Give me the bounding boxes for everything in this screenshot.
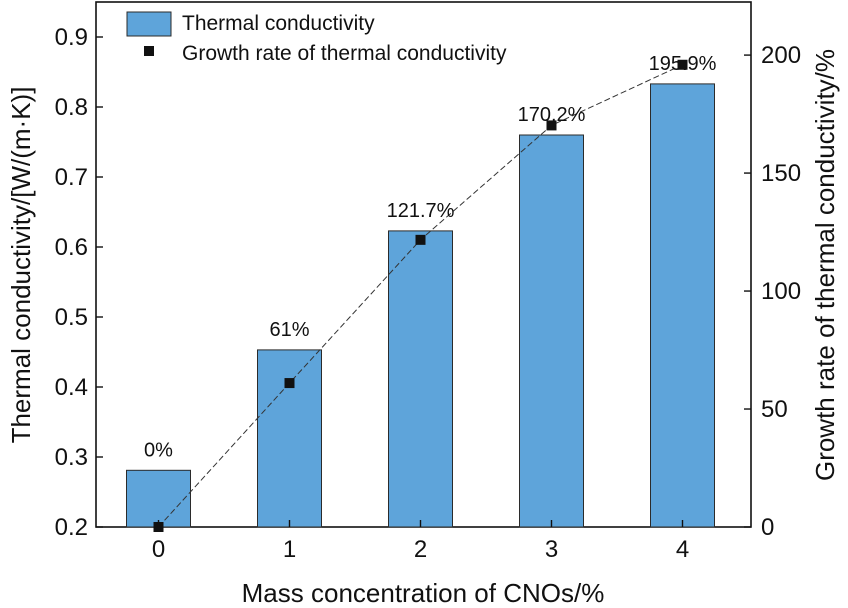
y-tick-label: 0.5 (55, 304, 88, 331)
bar (257, 349, 322, 528)
x-tick-label: 0 (152, 536, 165, 563)
bar (650, 83, 715, 528)
legend-bar-swatch (126, 11, 172, 37)
x-tick-label: 2 (414, 536, 427, 563)
y-tick-label: 0.3 (55, 444, 88, 471)
y2-tick-label: 50 (761, 396, 788, 423)
legend-bar-label: Thermal conductivity (182, 12, 375, 35)
x-axis: 0 1 2 3 4 (152, 520, 689, 563)
y2-tick-label: 150 (761, 160, 801, 187)
legend-marker-swatch (144, 46, 154, 56)
bar (126, 469, 191, 528)
y-tick-label: 0.7 (55, 164, 88, 191)
y2-tick-label: 100 (761, 278, 801, 305)
y2-tick-label: 0 (761, 514, 774, 541)
growth-marker (284, 378, 295, 389)
bar (519, 134, 584, 528)
growth-marker (415, 234, 426, 245)
x-tick-label: 1 (283, 536, 296, 563)
y-tick-label: 0.4 (55, 374, 88, 401)
y-axis-right: 0 50 100 150 200 (744, 42, 801, 541)
bar (388, 230, 453, 528)
data-label: 61% (269, 319, 309, 341)
x-tick-label: 3 (545, 536, 558, 563)
data-labels: 0% 61% 121.7% 170.2% 195.9% (144, 53, 717, 461)
y2-tick-label: 200 (761, 42, 801, 69)
y-axis-title: Thermal conductivity/[W/(m·K)] (6, 87, 36, 444)
growth-marker (677, 59, 688, 70)
data-label: 0% (144, 439, 173, 461)
data-label: 170.2% (518, 104, 586, 126)
y-tick-label: 0.6 (55, 234, 88, 261)
y-tick-label: 0.2 (55, 514, 88, 541)
growth-marker (546, 120, 557, 131)
y-tick-label: 0.8 (55, 94, 88, 121)
y-axis-left: 0.2 0.3 0.4 0.5 0.6 0.7 0.8 0.9 (55, 24, 103, 541)
data-label: 121.7% (387, 200, 455, 222)
y2-axis-title: Growth rate of thermal conductivity/% (810, 49, 840, 481)
x-tick-label: 4 (676, 536, 689, 563)
bar-series (126, 83, 715, 528)
legend: Thermal conductivity Growth rate of ther… (126, 11, 507, 65)
data-label: 195.9% (649, 53, 717, 75)
legend-marker-label: Growth rate of thermal conductivity (182, 42, 507, 65)
x-axis-title: Mass concentration of CNOs/% (242, 578, 605, 608)
y-tick-label: 0.9 (55, 24, 88, 51)
